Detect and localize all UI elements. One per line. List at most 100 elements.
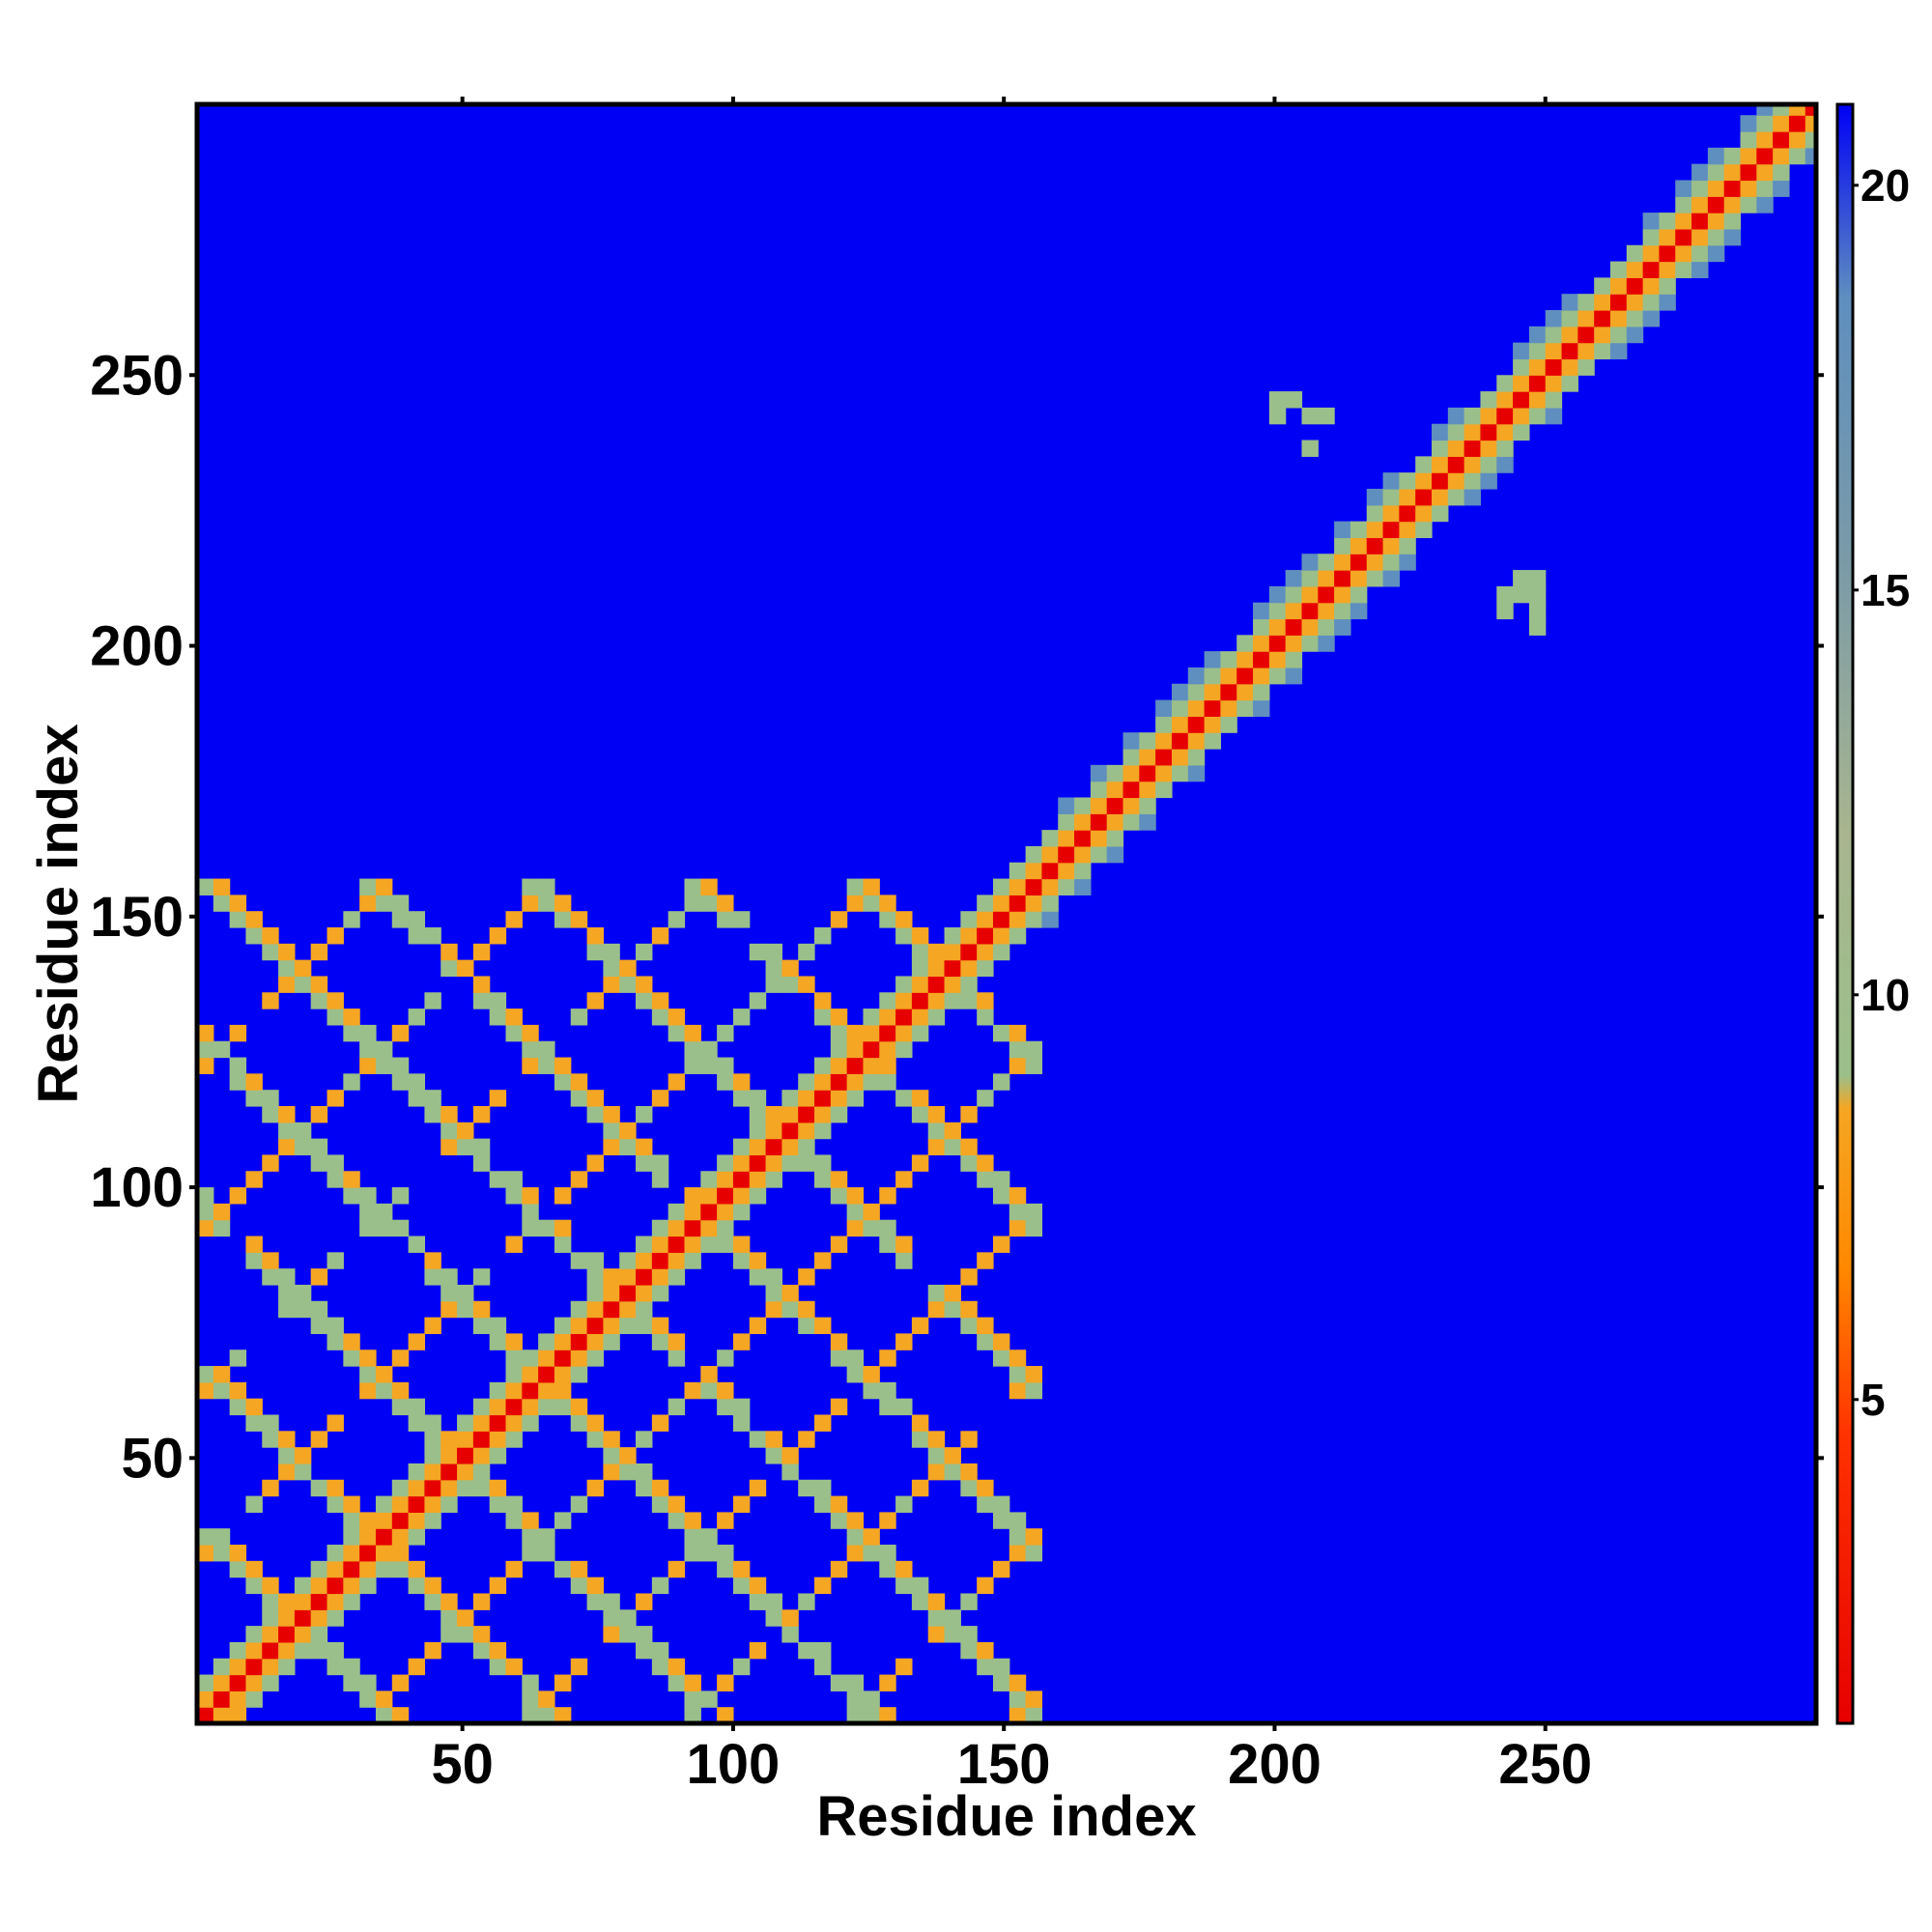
heatmap-cell: [1090, 797, 1108, 814]
heatmap-cell: [977, 1658, 994, 1676]
heatmap-cell: [1268, 667, 1287, 685]
heatmap-cell: [570, 1171, 588, 1188]
heatmap-cell: [619, 1252, 637, 1269]
heatmap-cell: [343, 911, 360, 928]
heatmap-cell: [732, 1560, 751, 1578]
heatmap-cell: [944, 1122, 961, 1140]
heatmap-cell: [895, 1398, 913, 1416]
heatmap-cell: [538, 1381, 555, 1400]
heatmap-cell: [440, 1431, 458, 1448]
heatmap-cell: [717, 1674, 734, 1691]
heatmap-cell: [781, 959, 799, 978]
heatmap-cell: [879, 1040, 896, 1059]
heatmap-cell: [1074, 845, 1092, 864]
heatmap-cell: [505, 1560, 523, 1578]
heatmap-cell: [489, 992, 507, 1009]
heatmap-cell: [603, 1122, 620, 1140]
heatmap-cell: [310, 976, 328, 993]
heatmap-cell: [1432, 456, 1449, 473]
heatmap-cell: [911, 927, 929, 945]
heatmap-cell: [1074, 830, 1092, 847]
heatmap-cell: [977, 992, 994, 1009]
heatmap-cell: [310, 1593, 328, 1610]
heatmap-cell: [554, 895, 572, 912]
heatmap-cell: [424, 927, 441, 945]
heatmap-cell: [343, 1495, 360, 1513]
heatmap-cell: [1009, 1707, 1027, 1723]
heatmap-cell: [1009, 911, 1027, 928]
heatmap-cell: [684, 1203, 701, 1221]
heatmap-cell: [245, 1674, 263, 1691]
heatmap-cell: [684, 1236, 701, 1253]
heatmap-cell: [603, 959, 620, 978]
heatmap-cell: [879, 1512, 896, 1529]
heatmap-cell: [424, 1463, 441, 1481]
heatmap-cell: [538, 1219, 555, 1237]
heatmap-cell: [359, 1512, 377, 1529]
heatmap-cell: [1041, 895, 1059, 912]
heatmap-cell: [1447, 456, 1465, 473]
heatmap-cell: [262, 1268, 279, 1286]
heatmap-cell: [781, 1284, 799, 1302]
heatmap-cell: [343, 1528, 360, 1546]
heatmap-cell: [343, 1350, 360, 1367]
heatmap-cell: [391, 1560, 410, 1578]
heatmap-cell: [732, 1090, 751, 1107]
heatmap-cell: [310, 1154, 328, 1172]
heatmap-cell: [1318, 585, 1335, 604]
heatmap-cell: [1496, 375, 1514, 392]
heatmap-cell: [408, 1479, 426, 1497]
heatmap-cell: [846, 1040, 865, 1059]
heatmap-cell: [1528, 618, 1547, 636]
heatmap-cell: [1366, 488, 1384, 506]
heatmap-cell: [1545, 375, 1563, 392]
heatmap-cell: [636, 992, 653, 1009]
heatmap-cell: [619, 1300, 637, 1319]
heatmap-cell: [1528, 342, 1547, 360]
heatmap-cell: [717, 1545, 734, 1562]
heatmap-cell: [1723, 180, 1742, 197]
heatmap-cell: [457, 1122, 474, 1140]
heatmap-cell: [1773, 147, 1790, 165]
heatmap-cell: [1122, 732, 1140, 750]
heatmap-cell: [538, 1057, 555, 1074]
heatmap-cell: [732, 1658, 751, 1676]
heatmap-cell: [765, 1593, 782, 1610]
heatmap-cell: [1447, 488, 1465, 506]
heatmap-cell: [846, 1073, 865, 1091]
heatmap-cell: [294, 1626, 312, 1643]
heatmap-cell: [1268, 618, 1287, 636]
heatmap-cell: [895, 1333, 913, 1350]
heatmap-cell: [245, 911, 263, 928]
heatmap-cell: [505, 1512, 523, 1529]
heatmap-cell: [668, 1398, 686, 1416]
heatmap-cell: [213, 1707, 231, 1723]
heatmap-cell: [1513, 375, 1530, 392]
heatmap-cell: [603, 1593, 620, 1610]
heatmap-cell: [1642, 310, 1661, 327]
heatmap-cell: [1106, 781, 1124, 799]
heatmap-cell: [700, 1236, 718, 1253]
heatmap-cell: [1187, 764, 1206, 782]
heatmap-cell: [408, 1090, 426, 1107]
heatmap-cell: [1659, 261, 1676, 278]
heatmap-cell: [197, 1024, 214, 1042]
heatmap-cell: [830, 1333, 848, 1350]
heatmap-cell: [1691, 228, 1709, 246]
heatmap-cell: [814, 1171, 832, 1188]
heatmap-cell: [636, 1154, 653, 1172]
heatmap-cell: [927, 943, 946, 961]
heatmap-cell: [992, 1512, 1010, 1529]
heatmap-cell: [749, 1138, 767, 1156]
heatmap-cell: [197, 1528, 214, 1546]
heatmap-cell: [700, 895, 718, 912]
heatmap-cell: [1301, 440, 1319, 457]
heatmap-cell: [1773, 104, 1790, 116]
heatmap-cell: [1545, 310, 1563, 327]
heatmap-cell: [538, 1707, 555, 1723]
heatmap-cell: [391, 1219, 410, 1237]
heatmap-cell: [262, 1154, 279, 1172]
heatmap-cell: [895, 1658, 913, 1676]
heatmap-cell: [781, 1300, 799, 1319]
heatmap-cell: [391, 1674, 410, 1691]
